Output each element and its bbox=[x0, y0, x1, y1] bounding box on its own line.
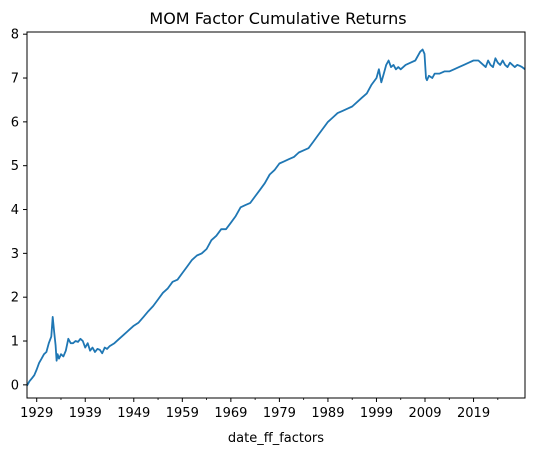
y-tick-label: 6 bbox=[11, 115, 19, 130]
y-tick-label: 2 bbox=[11, 291, 19, 306]
x-tick-label: 1969 bbox=[214, 406, 247, 421]
chart-title: MOM Factor Cumulative Returns bbox=[149, 9, 406, 28]
y-tick-label: 8 bbox=[11, 28, 19, 43]
x-axis-label: date_ff_factors bbox=[228, 431, 324, 446]
y-tick-label: 1 bbox=[11, 335, 19, 350]
y-tick-label: 5 bbox=[11, 159, 19, 174]
x-tick-label: 2009 bbox=[408, 406, 441, 421]
y-tick-label: 0 bbox=[11, 378, 19, 393]
x-tick-label: 1949 bbox=[117, 406, 150, 421]
y-tick-label: 7 bbox=[11, 72, 19, 87]
y-tick-label: 3 bbox=[11, 247, 19, 262]
x-tick-label: 1959 bbox=[166, 406, 199, 421]
x-tick-label: 1929 bbox=[20, 406, 53, 421]
x-tick-label: 1989 bbox=[311, 406, 344, 421]
x-tick-label: 2019 bbox=[457, 406, 490, 421]
x-axis: 1929 1939 1949 1959 1969 1979 1989 1999 2009 2019 bbox=[20, 398, 498, 421]
y-tick-label: 4 bbox=[11, 203, 19, 218]
plot-frame bbox=[27, 32, 525, 398]
x-tick-label: 1979 bbox=[263, 406, 296, 421]
series-line bbox=[27, 50, 525, 386]
y-axis: 0 1 2 3 4 5 6 7 8 bbox=[11, 28, 27, 394]
x-tick-label: 1999 bbox=[360, 406, 393, 421]
x-tick-label: 1939 bbox=[69, 406, 102, 421]
